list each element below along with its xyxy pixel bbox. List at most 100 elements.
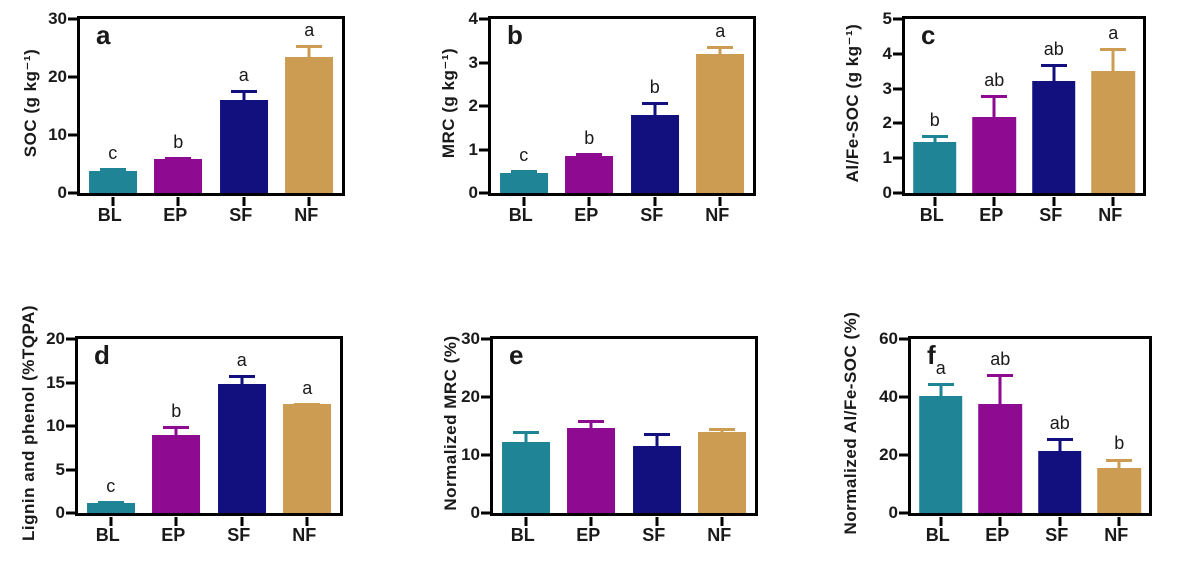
bar-BL: [88, 170, 137, 193]
y-tick-label: 2: [468, 96, 478, 115]
error-bar-cap: [99, 168, 126, 172]
error-bar-NF: [707, 46, 734, 56]
y-tick-label: 10: [48, 125, 67, 144]
plot-area-d: d 0 5 10 15 20 c b a a: [46, 329, 343, 526]
x-tick-mark: [242, 197, 246, 206]
category-label-SF: SF: [640, 205, 664, 225]
y-tick-label: 0: [55, 503, 65, 522]
y-tick-mark: [899, 453, 908, 457]
error-bar-stem: [653, 101, 657, 117]
error-bar-NF: [1100, 48, 1127, 74]
y-tick-mark: [481, 511, 490, 515]
y-tick-mark: [68, 75, 77, 79]
error-bar-cap: [709, 427, 736, 431]
error-bar-cap: [512, 430, 539, 434]
panel-d: Lignin and phenol (%TQPA) d 0 5 10 15 20 c b a a …: [10, 292, 396, 569]
x-axis-labels-b: BL EP SF NF: [488, 202, 750, 228]
y-tick-label: 1: [468, 139, 478, 159]
bar-EP: [972, 117, 1017, 193]
bar-EP: [978, 404, 1023, 513]
y-tick-mark: [893, 191, 902, 195]
y-tick-mark: [481, 337, 490, 341]
x-tick-mark: [524, 517, 528, 526]
error-bar-EP: [981, 95, 1008, 120]
y-axis-label-a: SOC (g kg⁻¹): [21, 48, 40, 158]
sig-letter-BL: a: [935, 358, 946, 379]
category-label-BL: BL: [97, 205, 122, 225]
error-bar-cap: [1046, 437, 1073, 441]
y-tick-mark: [66, 381, 75, 384]
sig-letter-SF: a: [238, 65, 249, 86]
plot-area-f: f 0 20 40 60 a ab ab b: [879, 329, 1152, 526]
plot-area-a: a 0 10 20 30 c b a a: [48, 9, 345, 206]
y-tick-mark: [479, 148, 488, 151]
y-tick-label: 0: [882, 183, 892, 202]
y-tick-mark: [481, 453, 490, 457]
panel-letter-e: e: [509, 340, 524, 370]
x-tick-mark: [1058, 517, 1062, 526]
bar-NF: [285, 57, 334, 193]
panel-a: SOC (g kg⁻¹) a 0 10 20 30 c b a a BL EP SF NF: [10, 4, 396, 282]
sig-letter-EP: b: [173, 131, 184, 152]
bar-SF: [219, 100, 268, 193]
y-tick-label: 0: [888, 503, 898, 522]
x-tick-mark: [174, 517, 178, 526]
error-bar-cap: [296, 45, 323, 49]
x-tick-mark: [933, 197, 937, 206]
error-bar-EP: [163, 426, 190, 437]
y-axis-label-f: Normalized Al/Fe-SOC (%): [841, 311, 860, 535]
error-bar-EP: [578, 419, 605, 430]
sig-letter-NF: a: [302, 377, 313, 398]
bar-NF: [283, 404, 332, 513]
y-tick-mark: [899, 511, 908, 515]
error-bar-SF: [1040, 63, 1067, 83]
x-tick-mark: [998, 517, 1002, 526]
x-tick-mark: [1052, 197, 1056, 206]
y-tick-label: 1: [882, 148, 892, 168]
bar-EP: [152, 434, 201, 513]
error-bar-NF: [1106, 458, 1133, 470]
y-tick-label: 0: [470, 503, 480, 522]
category-label-BL: BL: [510, 525, 535, 545]
x-tick-mark: [720, 517, 724, 526]
error-bar-cap: [163, 426, 190, 430]
x-tick-mark: [939, 517, 943, 526]
x-tick-mark: [655, 517, 659, 526]
x-tick-mark: [176, 197, 180, 206]
error-bar-BL: [99, 168, 126, 173]
sig-letter-EP: ab: [990, 348, 1011, 369]
bar-SF: [1031, 80, 1076, 193]
error-bar-SF: [643, 432, 670, 448]
error-bar-EP: [576, 152, 603, 159]
category-label-EP: EP: [979, 205, 1004, 225]
plot-area-c: c 0 1 2 3 4 5 b ab ab a: [883, 9, 1146, 206]
error-bar-cap: [576, 152, 603, 156]
y-tick-mark: [893, 17, 902, 21]
error-bar-cap: [510, 169, 537, 173]
category-label-BL: BL: [925, 525, 950, 545]
panel-f: Normalized Al/Fe-SOC (%) f 0 20 40 60 a ab ab b …: [794, 292, 1180, 569]
sig-letter-EP: b: [171, 401, 182, 421]
bar-BL: [918, 395, 963, 513]
error-bar-cap: [230, 90, 257, 94]
sig-letter-SF: b: [649, 76, 660, 97]
category-label-NF: NF: [707, 525, 732, 545]
error-bar-cap: [228, 374, 255, 378]
y-tick-mark: [893, 121, 902, 125]
error-bar-stem: [718, 46, 722, 56]
error-bar-cap: [1100, 48, 1127, 52]
panel-letter-b: b: [507, 20, 523, 50]
category-label-SF: SF: [229, 205, 253, 225]
error-bar-stem: [242, 90, 246, 103]
category-label-BL: BL: [95, 525, 120, 545]
error-bar-cap: [294, 402, 321, 406]
sig-letter-SF: ab: [1049, 412, 1070, 433]
category-label-EP: EP: [574, 205, 599, 225]
y-tick-label: 20: [461, 387, 480, 406]
panel-b: MRC (g kg⁻¹) b 0 1 2 3 4 c b b a BL EP SF NF: [402, 4, 788, 282]
sig-letter-SF: a: [236, 349, 247, 370]
x-axis-labels-f: BL EP SF NF: [908, 522, 1146, 548]
bar-NF: [1097, 467, 1142, 513]
y-tick-label: 30: [48, 9, 67, 28]
